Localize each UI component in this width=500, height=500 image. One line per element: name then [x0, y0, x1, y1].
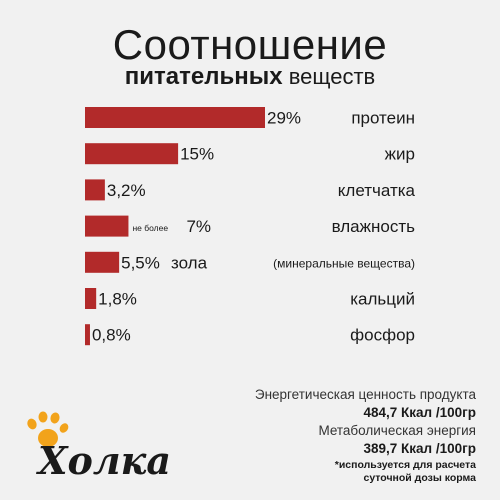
- value-label-1: 29%: [267, 109, 301, 128]
- category-label-6: кальций: [350, 290, 415, 309]
- energy-note-line1: *используется для расчета: [334, 459, 476, 471]
- bar-4: [85, 215, 129, 237]
- energy-value: 484,7 Ккал /100гр: [363, 405, 476, 420]
- logo-text: Холка: [36, 438, 171, 483]
- category-label-4: влажность: [332, 217, 416, 236]
- bar-7: [85, 324, 90, 346]
- category-label-5: зола: [171, 253, 208, 272]
- metabolic-value: 389,7 Ккал /100гр: [363, 441, 476, 456]
- category-label-3: клетчатка: [338, 181, 416, 200]
- bar-2: [85, 143, 179, 165]
- paw-icon: [27, 411, 69, 447]
- value-prefix-4: не более: [132, 223, 168, 233]
- value-label-7: 0,8%: [92, 326, 131, 345]
- bar-6: [85, 288, 97, 309]
- value-label-5: 5,5%: [121, 253, 160, 272]
- nutrient-bar-chart: 29% протеин 15% жир 3,2% клетчатка не более 7% в…: [85, 107, 416, 346]
- value-label-4: 7%: [186, 217, 211, 236]
- value-label-6: 1,8%: [98, 290, 137, 309]
- energy-label: Энергетическая ценность продукта: [254, 387, 476, 402]
- category-label-7: фосфор: [350, 326, 415, 345]
- bar-3: [85, 179, 105, 201]
- chart-title: Соотношение: [112, 21, 388, 68]
- category-note-5: (минеральные вещества): [273, 256, 415, 270]
- brand-logo: Холка: [27, 411, 171, 483]
- metabolic-label: Метаболическая энергия: [318, 423, 476, 438]
- bar-5: [85, 251, 120, 273]
- energy-note-line2: суточной дозы корма: [363, 472, 476, 484]
- subtitle-bold: питательных: [124, 63, 283, 90]
- category-label-1: протеин: [351, 109, 415, 128]
- chart-subtitle: питательных веществ: [0, 64, 500, 90]
- bar-1: [85, 107, 265, 128]
- value-label-2: 15%: [180, 145, 214, 164]
- energy-note: *используется для расчета суточной дозы …: [176, 459, 476, 485]
- subtitle-rest: веществ: [288, 64, 376, 89]
- category-label-2: жир: [385, 145, 415, 164]
- value-label-3: 3,2%: [107, 181, 146, 200]
- energy-info: Энергетическая ценность продукта 484,7 К…: [176, 386, 476, 485]
